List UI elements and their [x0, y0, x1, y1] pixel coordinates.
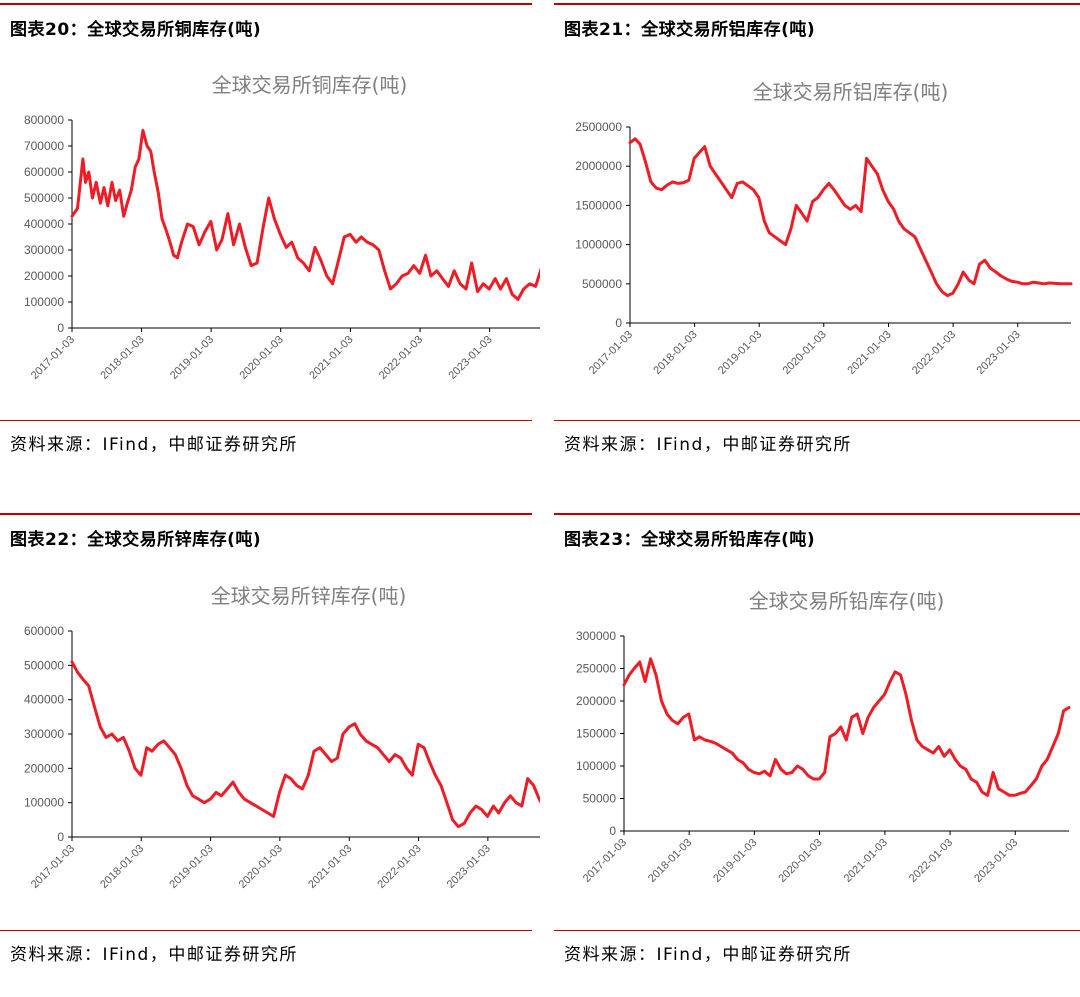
y-tick-label: 300000 — [24, 243, 64, 257]
panel-aluminum: 图表21：全球交易所铝库存(吨) 全球交易所铝库存(吨) 0 500000 10000… — [554, 0, 1080, 487]
x-tick-label: 2017-01-03 — [587, 329, 635, 377]
panel-lead: 图表23：全球交易所铅库存(吨) 全球交易所铅库存(吨) 0 50000 100000… — [554, 510, 1080, 997]
x-tick-label: 2020-01-03 — [238, 334, 286, 382]
figure-heading: 图表23：全球交易所铅库存(吨) — [564, 530, 816, 550]
lead-inventory-chart: 全球交易所铅库存(吨) 0 50000 100000 150000 200000 25000… — [576, 589, 1071, 885]
header-rule — [0, 513, 532, 515]
x-tick-label: 2023-01-03 — [446, 334, 494, 382]
x-tick-label: 2022-01-03 — [375, 843, 423, 891]
x-tick-label: 2023-01-03 — [445, 843, 493, 891]
y-tick-label: 1500000 — [575, 198, 622, 212]
x-tick-label: 2021-01-03 — [845, 329, 893, 377]
chart-title: 全球交易所锌库存(吨) — [211, 584, 407, 608]
y-tick-label: 200000 — [24, 761, 64, 775]
y-tick-label: 300000 — [24, 727, 64, 741]
y-tick-label: 0 — [609, 824, 616, 838]
y-tick-label: 600000 — [24, 624, 64, 638]
series-line — [70, 128, 540, 301]
x-tick-label: 2021-01-03 — [307, 334, 355, 382]
y-tick-label: 300000 — [576, 629, 616, 643]
chart-title: 全球交易所铅库存(吨) — [749, 589, 945, 613]
x-tick-label: 2019-01-03 — [168, 334, 216, 382]
footer-rule — [0, 930, 532, 931]
x-tick-label: 2020-01-03 — [237, 843, 285, 891]
y-tick-label: 200000 — [576, 694, 616, 708]
y-tick-label: 500000 — [24, 658, 64, 672]
y-tick-label: 50000 — [583, 792, 617, 806]
x-tick-label: 2018-01-03 — [651, 329, 699, 377]
x-tick-label: 2019-01-03 — [711, 837, 759, 885]
series-line — [628, 137, 1073, 298]
figure-heading: 图表20：全球交易所铜库存(吨) — [10, 20, 262, 40]
source-note: 资料来源：IFind，中邮证券研究所 — [564, 945, 852, 965]
y-tick-label: 400000 — [24, 693, 64, 707]
source-note: 资料来源：IFind，中邮证券研究所 — [10, 435, 298, 455]
y-tick-label: 0 — [615, 316, 622, 330]
header-rule — [554, 3, 1080, 5]
x-tick-label: 2017-01-03 — [581, 837, 629, 885]
x-tick-label: 2020-01-03 — [776, 837, 824, 885]
x-tick-label: 2018-01-03 — [646, 837, 694, 885]
y-tick-label: 150000 — [576, 727, 616, 741]
series-line — [70, 660, 540, 829]
y-tick-label: 800000 — [24, 113, 64, 127]
chart-title: 全球交易所铜库存(吨) — [212, 73, 408, 97]
y-tick-label: 250000 — [576, 662, 616, 676]
x-tick-label: 2019-01-03 — [716, 329, 764, 377]
y-tick-label: 2000000 — [575, 159, 622, 173]
y-tick-label: 700000 — [24, 139, 64, 153]
y-tick-label: 200000 — [24, 269, 64, 283]
y-tick-label: 400000 — [24, 217, 64, 231]
y-tick-label: 0 — [57, 321, 64, 335]
y-tick-label: 1000000 — [575, 238, 622, 252]
header-rule — [0, 3, 532, 5]
x-tick-label: 2023-01-03 — [975, 329, 1023, 377]
x-tick-label: 2021-01-03 — [842, 837, 890, 885]
series-line — [622, 657, 1071, 797]
x-tick-label: 2022-01-03 — [910, 329, 958, 377]
header-rule — [554, 513, 1080, 515]
zinc-inventory-chart: 全球交易所锌库存(吨) 0 100000 200000 300000 400000 5000… — [24, 584, 540, 891]
x-tick-label: 2022-01-03 — [907, 837, 955, 885]
x-tick-label: 2023-01-03 — [972, 837, 1020, 885]
source-note: 资料来源：IFind，中邮证券研究所 — [10, 945, 298, 965]
x-tick-label: 2022-01-03 — [377, 334, 425, 382]
x-tick-label: 2021-01-03 — [306, 843, 354, 891]
source-note: 资料来源：IFind，中邮证券研究所 — [564, 435, 852, 455]
y-tick-label: 2500000 — [575, 120, 622, 134]
figure-heading: 图表22：全球交易所锌库存(吨) — [10, 530, 262, 550]
y-tick-label: 0 — [57, 830, 64, 844]
footer-rule — [554, 420, 1080, 421]
aluminum-inventory-chart: 全球交易所铝库存(吨) 0 500000 1000000 1500000 2000000 2… — [575, 80, 1073, 377]
footer-rule — [554, 930, 1080, 931]
x-tick-label: 2018-01-03 — [98, 843, 146, 891]
panel-zinc: 图表22：全球交易所锌库存(吨) 全球交易所锌库存(吨) 0 100000 20000… — [0, 510, 540, 997]
figure-heading: 图表21：全球交易所铝库存(吨) — [564, 20, 816, 40]
y-tick-label: 100000 — [24, 295, 64, 309]
x-tick-label: 2017-01-03 — [29, 843, 77, 891]
y-tick-label: 100000 — [576, 759, 616, 773]
x-tick-label: 2019-01-03 — [167, 843, 215, 891]
chart-title: 全球交易所铝库存(吨) — [753, 80, 949, 104]
footer-rule — [0, 420, 532, 421]
x-tick-label: 2017-01-03 — [29, 334, 77, 382]
x-tick-label: 2020-01-03 — [781, 329, 829, 377]
y-tick-label: 600000 — [24, 165, 64, 179]
panel-copper: 图表20：全球交易所铜库存(吨) 全球交易所铜库存(吨) 0 100000 20000… — [0, 0, 540, 487]
x-tick-label: 2018-01-03 — [98, 334, 146, 382]
copper-inventory-chart: 全球交易所铜库存(吨) 0 100000 200000 300000 400000 5000… — [24, 73, 540, 382]
y-tick-label: 500000 — [24, 191, 64, 205]
y-tick-label: 100000 — [24, 796, 64, 810]
y-tick-label: 500000 — [582, 277, 622, 291]
